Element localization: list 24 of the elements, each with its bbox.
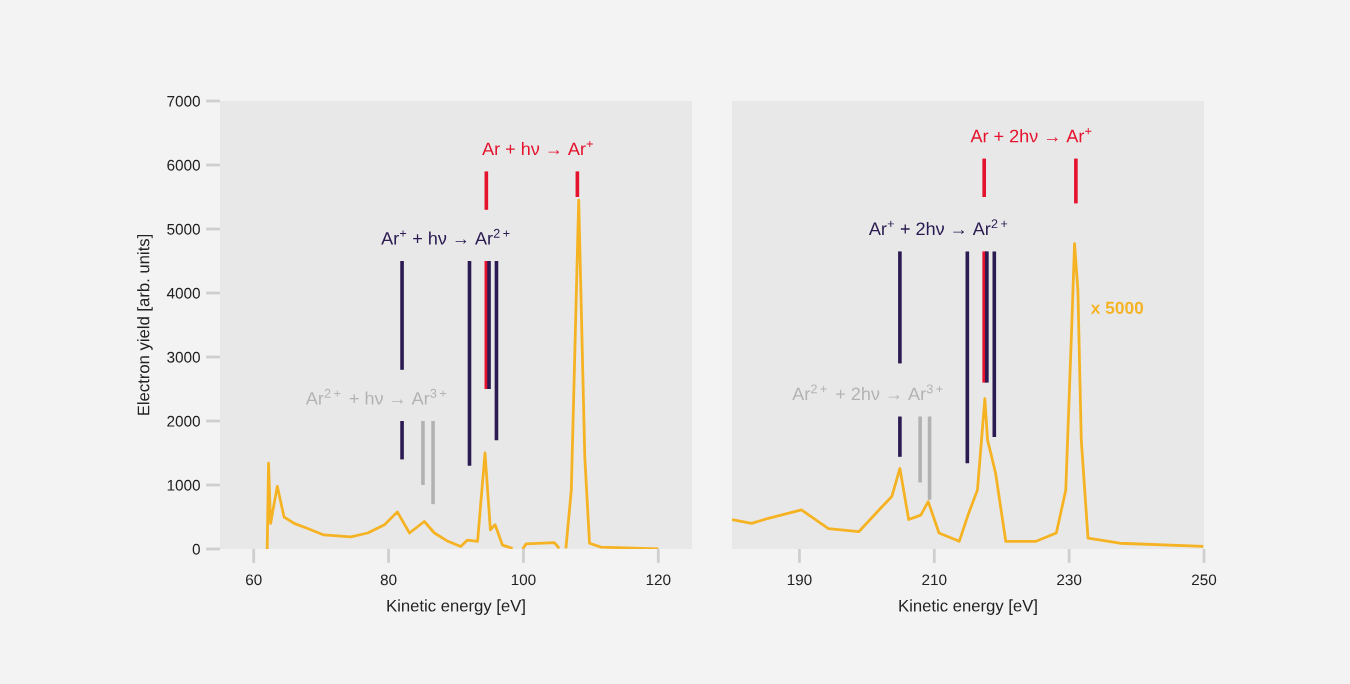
series-label: Ar + 2hν → Ar$^{+}$ (970, 128, 1092, 143)
x-tick-label: 210 (922, 574, 947, 586)
y-tick-label: 3000 (167, 351, 200, 363)
y-tick-label: 6000 (167, 159, 200, 171)
series-label: Ar$^{+}$ + 2hν → Ar$^{2+}$ (868, 219, 1008, 235)
y-tick-label: 2000 (167, 415, 200, 427)
x-tick-label: 230 (1057, 574, 1082, 586)
x-tick-label: 120 (646, 574, 671, 586)
y-tick-label: 0 (192, 543, 200, 555)
x-tick-label: 60 (245, 574, 262, 586)
series-label: Ar + hν → Ar$^{+}$ (482, 140, 593, 156)
y-tick-label: 5000 (167, 223, 200, 235)
x-axis-title: Kinetic energy [eV] (899, 599, 1037, 615)
series-label: Ar$^{+}$ + hν → Ar$^{2+}$ (381, 228, 510, 245)
x-tick-label: 100 (511, 574, 536, 586)
x-axis-title: Kinetic energy [eV] (387, 599, 525, 615)
y-tick-label: 1000 (167, 479, 200, 491)
x-tick-label: 80 (380, 574, 397, 586)
x-tick-label: 250 (1192, 574, 1217, 586)
annotation: x 5000 (1090, 301, 1144, 314)
x-tick-label: 190 (787, 574, 812, 586)
y-tick-label: 4000 (166, 287, 200, 299)
y-tick-label: 7000 (167, 95, 200, 107)
y-axis-title: Electron yield [arb. units] (137, 234, 153, 415)
